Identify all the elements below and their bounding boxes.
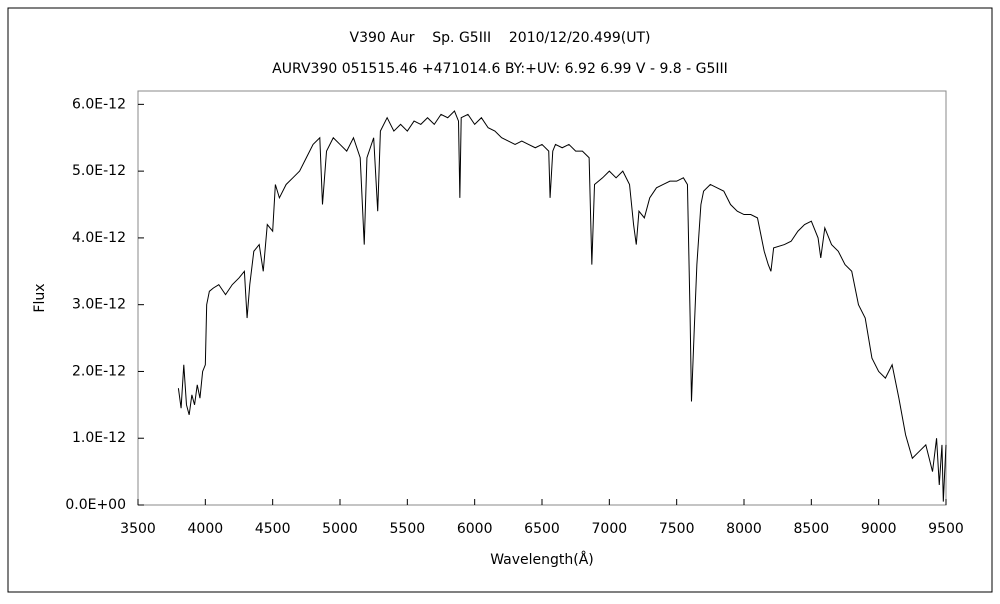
x-tick-label: 3500 xyxy=(120,521,156,537)
y-tick-label: 3.0E-12 xyxy=(72,297,126,313)
y-axis-label: Flux xyxy=(32,283,48,312)
y-tick-label: 2.0E-12 xyxy=(72,363,126,379)
y-tick-label: 0.0E+00 xyxy=(65,497,126,513)
chart-subtitle: AURV390 051515.46 +471014.6 BY:+UV: 6.92… xyxy=(272,61,728,77)
y-tick-label: 6.0E-12 xyxy=(72,96,126,112)
x-tick-label: 5500 xyxy=(390,521,426,537)
y-tick-label: 4.0E-12 xyxy=(72,230,126,246)
x-tick-label: 6500 xyxy=(524,521,560,537)
x-tick-label: 4000 xyxy=(188,521,224,537)
x-tick-label: 6000 xyxy=(457,521,493,537)
x-tick-label: 7500 xyxy=(659,521,695,537)
x-tick-label: 8500 xyxy=(794,521,830,537)
x-tick-label: 7000 xyxy=(592,521,628,537)
x-tick-label: 8000 xyxy=(726,521,762,537)
x-tick-label: 9000 xyxy=(861,521,897,537)
y-tick-label: 5.0E-12 xyxy=(72,163,126,179)
x-tick-label: 4500 xyxy=(255,521,291,537)
y-tick-label: 1.0E-12 xyxy=(72,430,126,446)
spectrum-line xyxy=(177,110,947,502)
chart-frame xyxy=(7,7,993,593)
x-axis-label: Wavelength(Å) xyxy=(490,551,594,568)
x-tick-label: 9500 xyxy=(928,521,964,537)
chart-title: V390 Aur Sp. G5III 2010/12/20.499(UT) xyxy=(350,30,651,46)
x-tick-label: 5000 xyxy=(322,521,358,537)
